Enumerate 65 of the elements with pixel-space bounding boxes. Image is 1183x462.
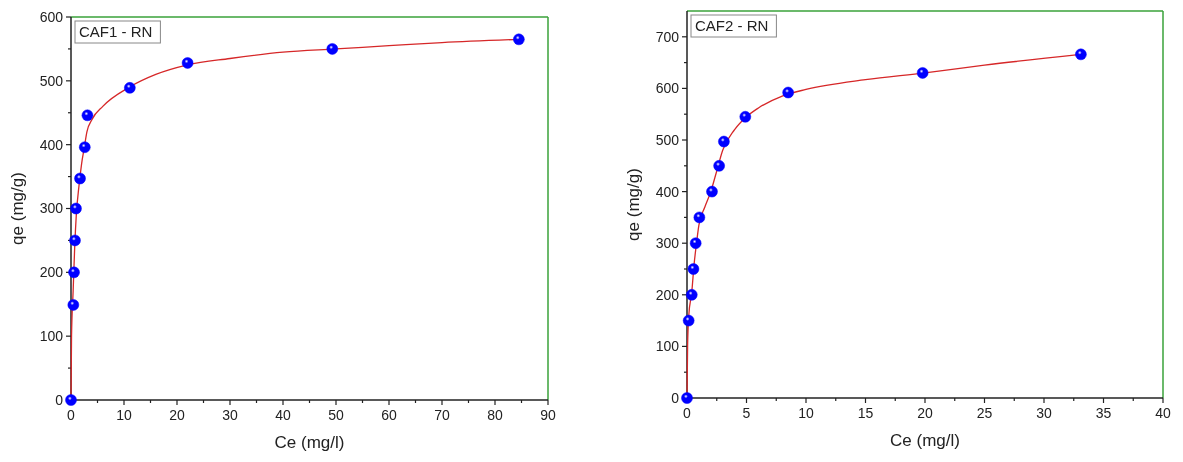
point	[782, 86, 794, 99]
point	[739, 111, 752, 123]
point	[513, 33, 525, 46]
point	[687, 263, 700, 275]
x-tick-label: 90	[540, 407, 556, 423]
y-axis-title: qe (mg/g)	[624, 168, 643, 241]
x-axis-title: Ce (mg/l)	[274, 433, 345, 452]
y-tick-label: 500	[655, 131, 680, 148]
x-tick-label: 15	[857, 405, 874, 421]
point	[1075, 48, 1087, 61]
x-tick-label: 40	[275, 407, 291, 423]
y-tick-label: 600	[655, 80, 680, 97]
point	[681, 392, 693, 404]
point	[70, 202, 82, 215]
y-tick-label: 400	[655, 183, 680, 200]
point	[79, 141, 91, 153]
x-tick-label: 20	[169, 407, 185, 423]
y-tick-label: 0	[671, 389, 680, 406]
x-tick-label: 20	[917, 405, 933, 421]
x-axis-title: Ce (mg/l)	[890, 431, 960, 450]
x-tick-label: 60	[381, 407, 397, 423]
x-tick-label: 70	[434, 407, 450, 423]
point	[713, 160, 725, 172]
x-tick-label: 35	[1095, 405, 1112, 421]
point	[689, 237, 702, 249]
point	[68, 266, 80, 279]
point	[74, 172, 86, 185]
y-axis-title: qe (mg/g)	[8, 172, 27, 245]
x-tick-label: 0	[683, 405, 692, 421]
y-tick-label: 100	[655, 338, 680, 355]
annotation: CAF2 - RN	[695, 17, 769, 34]
x-tick-label: 30	[222, 407, 238, 423]
x-tick-label: 10	[116, 407, 132, 423]
y-tick-label: 400	[39, 136, 64, 153]
point	[706, 185, 718, 198]
x-tick-label: 5	[742, 405, 751, 421]
y-tick-label: 200	[39, 264, 64, 281]
y-tick-label: 100	[39, 328, 64, 345]
point	[81, 109, 94, 122]
x-tick-label: 25	[976, 405, 993, 421]
x-tick-label: 80	[487, 407, 503, 423]
y-tick-label: 500	[39, 72, 64, 89]
y-tick-label: 300	[39, 200, 64, 217]
point	[916, 67, 929, 79]
point	[686, 289, 698, 301]
y-tick-label: 0	[55, 391, 64, 408]
y-tick-label: 300	[655, 235, 680, 252]
point	[69, 234, 81, 247]
point	[682, 314, 695, 327]
x-tick-label: 0	[67, 407, 76, 423]
point	[326, 43, 339, 55]
x-tick-label: 10	[798, 405, 814, 421]
point	[181, 57, 194, 69]
point	[65, 394, 77, 406]
x-tick-label: 50	[328, 407, 344, 423]
point	[67, 299, 80, 311]
y-tick-label: 600	[39, 8, 64, 25]
x-tick-label: 30	[1036, 405, 1052, 421]
point	[693, 211, 706, 224]
point	[124, 82, 136, 94]
x-tick-label: 40	[1155, 405, 1171, 421]
annotation: CAF1 - RN	[79, 23, 153, 40]
y-tick-label: 700	[655, 28, 680, 45]
y-tick-label: 200	[655, 286, 680, 303]
point	[718, 135, 730, 148]
